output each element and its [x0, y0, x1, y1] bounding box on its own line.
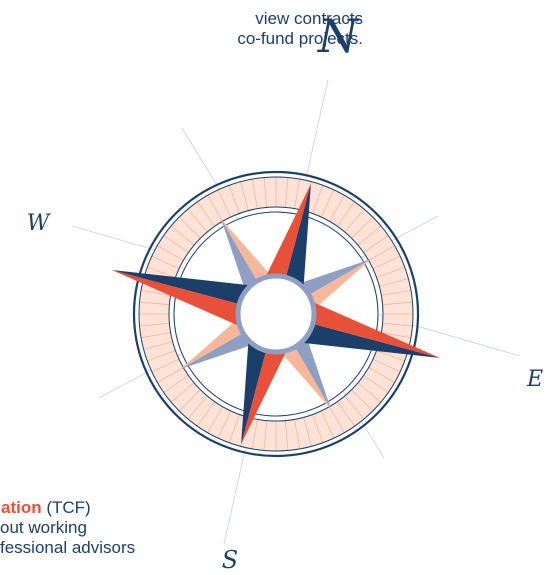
tick-mark: [157, 245, 184, 261]
tick-ring-inner: [168, 206, 384, 422]
tick-mark: [170, 225, 195, 246]
tick-mark: [151, 358, 180, 373]
tick-mark: [163, 375, 189, 393]
tick-mark: [228, 185, 240, 214]
tick-mark: [197, 401, 215, 427]
tick-mark: [151, 255, 180, 270]
compass-south-letter: S: [222, 546, 238, 574]
tick-mark: [187, 208, 208, 233]
tick-mark: [178, 389, 201, 412]
tick-mark: [372, 358, 401, 373]
tick-mark: [381, 332, 411, 339]
tick-mark: [337, 401, 355, 427]
tick-mark: [147, 350, 176, 362]
star-point-east-right: [276, 288, 441, 358]
tick-mark: [207, 195, 223, 222]
tick-mark: [337, 201, 355, 227]
footer-text: ation (TCF) out working fessional adviso…: [0, 498, 135, 558]
tick-mark: [147, 266, 176, 278]
tick-mark: [376, 350, 405, 362]
tick-mark: [157, 367, 184, 383]
outer-ring-inner: [138, 176, 414, 452]
footer-text-line-3: fessional advisors: [0, 538, 136, 557]
star-point-west-right: [111, 270, 277, 340]
tick-mark: [320, 189, 335, 218]
tick-mark: [363, 375, 389, 393]
tick-mark: [141, 332, 171, 339]
tick-mark: [368, 367, 395, 383]
tick-mark: [217, 189, 232, 218]
tick-mark: [139, 322, 170, 327]
tick-mark: [141, 289, 171, 296]
tick-mark: [379, 278, 409, 287]
tick-mark: [294, 179, 301, 209]
tick-mark: [320, 410, 335, 439]
tick-mark: [329, 195, 345, 222]
tick-mark: [363, 235, 389, 253]
footer-text-bold: ation: [1, 498, 42, 517]
tick-mark: [163, 235, 189, 253]
tick-mark: [251, 179, 258, 209]
tick-mark: [251, 419, 258, 449]
tick-mark: [351, 216, 374, 239]
tick-mark: [303, 417, 312, 447]
tick-mark: [207, 406, 223, 433]
tick-mark: [372, 255, 401, 270]
intro-text-line-1: view contracts: [255, 9, 363, 28]
tick-mark: [284, 177, 289, 208]
tick-mark: [382, 322, 413, 327]
compass-center: [235, 273, 317, 355]
tick-mark: [139, 301, 170, 306]
footer-text-line-1: ation (TCF): [0, 498, 135, 518]
tick-mark: [368, 245, 395, 261]
tick-mark: [263, 177, 268, 208]
tick-mark: [376, 266, 405, 278]
tick-mark: [344, 208, 365, 233]
tick-mark: [329, 406, 345, 433]
tick-mark: [187, 395, 208, 420]
tick-mark: [312, 185, 324, 214]
tick-mark: [197, 201, 215, 227]
tick-mark: [228, 414, 240, 443]
tick-mark: [357, 382, 382, 403]
compass-north-letter: N: [317, 9, 360, 63]
tick-mark: [312, 414, 324, 443]
tick-mark: [351, 389, 374, 412]
tick-mark: [170, 382, 195, 403]
tick-mark: [382, 301, 413, 306]
footer-text-line-2: out working: [0, 518, 87, 537]
compass-east-letter: E: [526, 367, 543, 392]
tick-mark: [344, 395, 365, 420]
tick-mark: [284, 420, 289, 451]
tick-mark: [178, 216, 201, 239]
tick-mark: [263, 420, 268, 451]
tick-mark: [381, 289, 411, 296]
intro-text-line-2: co-fund projects.: [237, 29, 363, 48]
compass-tick-ring: [139, 177, 413, 451]
tick-mark: [217, 410, 232, 439]
tick-mark: [143, 341, 173, 350]
footer-text-abbr: (TCF): [41, 498, 91, 517]
tick-mark: [240, 181, 249, 211]
intro-text: view contracts co-fund projects.: [105, 9, 363, 49]
compass-west-letter: W: [27, 211, 52, 236]
tick-mark: [294, 419, 301, 449]
tick-mark: [357, 225, 382, 246]
outer-ring: [132, 170, 420, 458]
